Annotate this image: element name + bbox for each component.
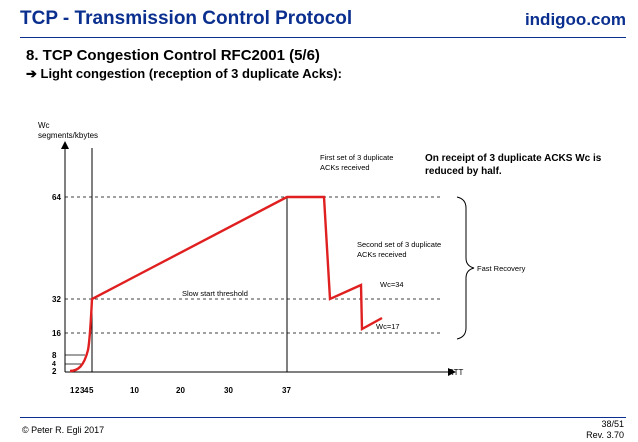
x-tick-label-10: 10: [130, 386, 139, 395]
page-count: 38/51: [601, 419, 624, 429]
x-tick-label-2: 2: [75, 386, 80, 395]
y-tick-label-8: 8: [52, 351, 57, 360]
annotation-first-dup-line2: ACKs received: [320, 163, 370, 172]
y-tick-label-4: 4: [52, 361, 56, 368]
x-tick-label-37: 37: [282, 386, 291, 395]
annotation-slow-start-threshold: Slow start threshold: [182, 289, 248, 298]
y-tick-label-16: 16: [52, 329, 61, 338]
congestion-window-curve: [69, 195, 383, 373]
fast-recovery-brace: [456, 196, 475, 340]
annotation-fast-recovery: Fast Recovery: [477, 264, 526, 273]
brand-logo-text: indigoo.com: [524, 10, 626, 29]
slide-subheading: ➔ Light congestion (reception of 3 dupli…: [26, 66, 342, 81]
y-axis-title-line2: segments/kbytes: [38, 131, 98, 140]
annotation-receipt-note-line1: On receipt of 3 duplicate ACKS Wc is: [425, 153, 602, 164]
y-tick-label-64: 64: [52, 193, 61, 202]
annotation-wc34: Wc=34: [380, 280, 404, 289]
x-tick-label-4: 4: [84, 386, 89, 395]
x-tick-label-30: 30: [224, 386, 233, 395]
annotation-receipt-note-line2: reduced by half.: [425, 166, 502, 177]
y-tick-label-32: 32: [52, 295, 61, 304]
copyright-text: © Peter R. Egli 2017: [22, 425, 105, 435]
revision: Rev. 3.70: [586, 430, 624, 440]
x-tick-label-3: 3: [80, 386, 85, 395]
annotation-wc17: Wc=17: [376, 322, 400, 331]
slide-header-title: TCP - Transmission Control Protocol: [20, 8, 353, 29]
slide-heading: 8. TCP Congestion Control RFC2001 (5/6): [26, 47, 320, 64]
x-axis-title: RTT: [448, 368, 464, 377]
x-tick-label-20: 20: [176, 386, 185, 395]
y-axis-title-line1: Wc: [38, 121, 50, 130]
x-tick-label-1: 1: [70, 386, 75, 395]
x-tick-label-5: 5: [89, 386, 94, 395]
annotation-second-dup-line2: ACKs received: [357, 250, 407, 259]
page-number: 38/51 Rev. 3.70: [586, 419, 624, 441]
footer-divider: [20, 417, 626, 418]
header-divider: [20, 37, 626, 38]
y-tick-label-2: 2: [52, 367, 57, 376]
annotation-second-dup-line1: Second set of 3 duplicate: [357, 240, 441, 249]
annotation-first-dup-line1: First set of 3 duplicate: [320, 153, 393, 162]
